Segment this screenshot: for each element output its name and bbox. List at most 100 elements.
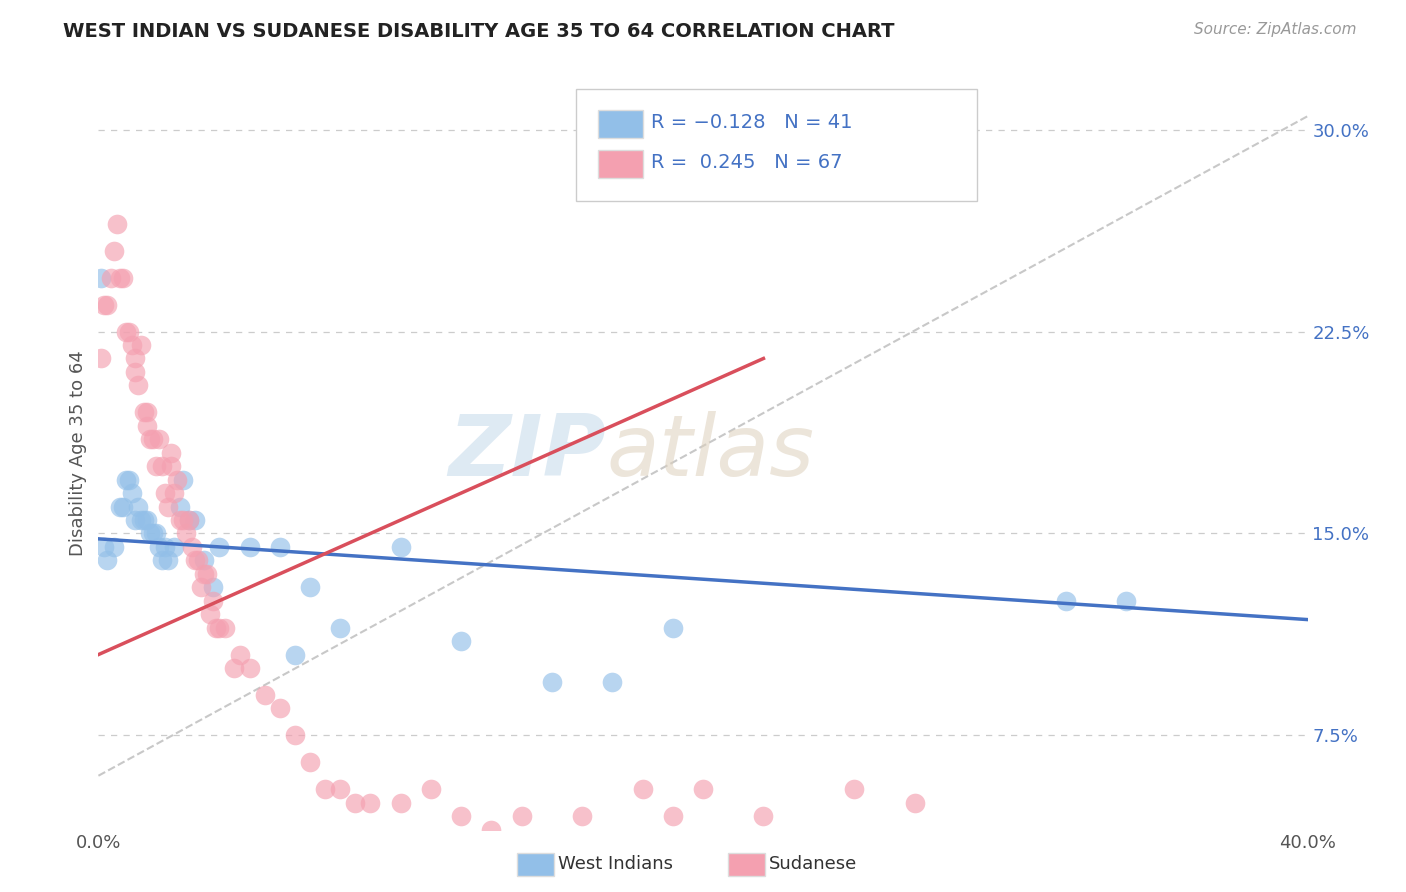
Point <box>111 270 134 285</box>
Point <box>142 526 165 541</box>
Point <box>253 688 276 702</box>
Point <box>142 432 165 446</box>
Point <box>195 566 218 581</box>
Point <box>163 486 186 500</box>
Point <box>193 553 215 567</box>
Point <box>127 500 149 514</box>
Point <box>187 553 209 567</box>
Point <box>90 270 112 285</box>
Point <box>314 782 336 797</box>
Point <box>148 540 170 554</box>
Point <box>150 459 173 474</box>
Point <box>661 809 683 823</box>
Point <box>100 270 122 285</box>
Point <box>208 540 231 554</box>
Point <box>631 782 654 797</box>
Point <box>284 648 307 662</box>
Point <box>172 513 194 527</box>
Point <box>160 446 183 460</box>
Y-axis label: Disability Age 35 to 64: Disability Age 35 to 64 <box>69 350 87 556</box>
Point <box>181 540 204 554</box>
Point <box>124 365 146 379</box>
Point <box>139 526 162 541</box>
Point <box>360 796 382 810</box>
Point <box>450 809 472 823</box>
Point <box>163 540 186 554</box>
Text: Sudanese: Sudanese <box>769 855 858 873</box>
Point <box>121 338 143 352</box>
Text: R = −0.128   N = 41: R = −0.128 N = 41 <box>651 112 852 132</box>
Point <box>124 513 146 527</box>
Point <box>118 473 141 487</box>
Point <box>174 526 197 541</box>
Point <box>105 217 128 231</box>
Point <box>1115 593 1137 607</box>
Point <box>481 822 503 837</box>
Point <box>184 513 207 527</box>
Point <box>156 553 179 567</box>
Point <box>132 513 155 527</box>
Point <box>239 661 262 675</box>
Text: West Indians: West Indians <box>558 855 673 873</box>
Point <box>111 500 134 514</box>
Point <box>208 621 231 635</box>
Point <box>229 648 252 662</box>
Point <box>172 473 194 487</box>
Point <box>118 325 141 339</box>
Point <box>193 566 215 581</box>
Text: Source: ZipAtlas.com: Source: ZipAtlas.com <box>1194 22 1357 37</box>
Point <box>344 796 367 810</box>
Point <box>135 513 157 527</box>
Point <box>571 809 593 823</box>
Point <box>389 540 412 554</box>
Point <box>153 540 176 554</box>
Point <box>904 796 927 810</box>
Point <box>205 621 228 635</box>
Point <box>214 621 236 635</box>
Point <box>692 782 714 797</box>
Point <box>93 298 115 312</box>
Point <box>752 809 775 823</box>
Point <box>135 405 157 419</box>
Point <box>540 674 562 689</box>
Point <box>139 432 162 446</box>
Point <box>284 728 307 742</box>
Point <box>145 459 167 474</box>
Point <box>202 593 225 607</box>
Point <box>108 270 131 285</box>
Point <box>224 661 246 675</box>
Point <box>450 634 472 648</box>
Point <box>121 486 143 500</box>
Point <box>239 540 262 554</box>
Point <box>169 513 191 527</box>
Text: ZIP: ZIP <box>449 411 606 494</box>
Point <box>269 540 291 554</box>
Point <box>179 513 201 527</box>
Point <box>329 782 352 797</box>
Point <box>420 782 443 797</box>
Point <box>844 782 866 797</box>
Point <box>153 486 176 500</box>
Point <box>1054 593 1077 607</box>
Point <box>103 244 125 258</box>
Point <box>93 540 115 554</box>
Text: R =  0.245   N = 67: R = 0.245 N = 67 <box>651 153 842 172</box>
Point <box>114 473 136 487</box>
Text: atlas: atlas <box>606 411 814 494</box>
Point <box>127 378 149 392</box>
Point <box>269 701 291 715</box>
Point <box>299 756 322 770</box>
Point <box>156 500 179 514</box>
Point <box>179 513 201 527</box>
Point <box>169 500 191 514</box>
Point <box>389 796 412 810</box>
Point <box>124 351 146 366</box>
Point <box>299 580 322 594</box>
Point <box>132 405 155 419</box>
Point <box>145 526 167 541</box>
Point <box>160 459 183 474</box>
Point <box>190 580 212 594</box>
Point <box>329 621 352 635</box>
Point <box>150 553 173 567</box>
Point <box>184 553 207 567</box>
